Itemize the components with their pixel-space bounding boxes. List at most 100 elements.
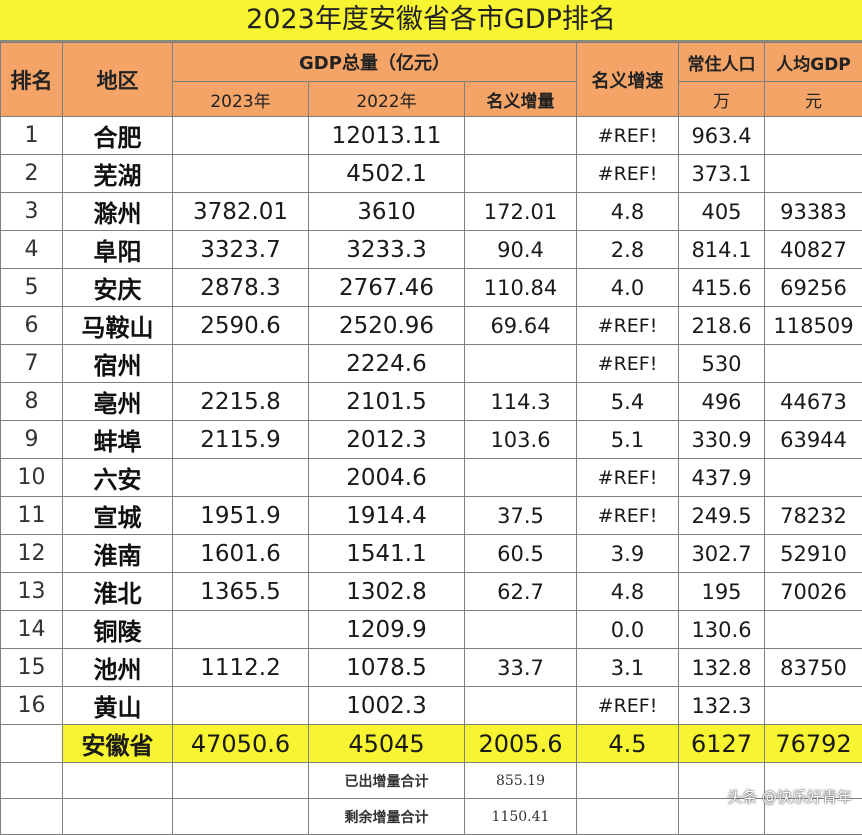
gdp-2022-cell: 1209.9 <box>309 611 465 649</box>
per-capita-cell <box>765 611 862 649</box>
gdp-2022-cell: 1002.3 <box>309 687 465 725</box>
header-2023: 2023年 <box>173 82 309 117</box>
population-cell: 130.6 <box>679 611 765 649</box>
growth-cell: 5.1 <box>577 421 679 459</box>
region-cell: 铜陵 <box>63 611 173 649</box>
watermark: 头条 @快乐好青年 <box>727 786 852 807</box>
rank-cell: 8 <box>1 383 63 421</box>
growth-cell: 2.8 <box>577 231 679 269</box>
gdp-2023-cell: 2115.9 <box>173 421 309 459</box>
increase-cell: 33.7 <box>465 649 577 687</box>
rank-cell: 16 <box>1 687 63 725</box>
region-cell: 亳州 <box>63 383 173 421</box>
rank-cell: 6 <box>1 307 63 345</box>
growth-cell: #REF! <box>577 155 679 193</box>
header-per-capita: 人均GDP <box>765 43 862 82</box>
header-population-unit: 万 <box>679 82 765 117</box>
rank-cell: 4 <box>1 231 63 269</box>
population-cell: 195 <box>679 573 765 611</box>
gdp-2022-cell: 3610 <box>309 193 465 231</box>
region-cell: 宿州 <box>63 345 173 383</box>
increase-cell: 90.4 <box>465 231 577 269</box>
per-capita-cell <box>765 117 862 155</box>
increase-cell: 62.7 <box>465 573 577 611</box>
gdp-2022-cell: 1541.1 <box>309 535 465 573</box>
rank-cell: 5 <box>1 269 63 307</box>
gdp-2023-cell: 3323.7 <box>173 231 309 269</box>
region-cell: 黄山 <box>63 687 173 725</box>
gdp-2023-cell: 2878.3 <box>173 269 309 307</box>
population-cell: 132.8 <box>679 649 765 687</box>
population-cell: 415.6 <box>679 269 765 307</box>
extra-label: 已出增量合计 <box>309 763 465 799</box>
per-capita-cell <box>765 345 862 383</box>
gdp-2023-cell: 1951.9 <box>173 497 309 535</box>
increase-cell <box>465 459 577 497</box>
rank-cell: 9 <box>1 421 63 459</box>
gdp-table: 排名 地区 GDP总量（亿元） 名义增速 常住人口 人均GDP 2023年 20… <box>0 42 862 835</box>
gdp-2023-cell <box>173 345 309 383</box>
sheet-title: 2023年度安徽省各市GDP排名 <box>0 0 862 42</box>
region-cell: 合肥 <box>63 117 173 155</box>
rank-cell: 10 <box>1 459 63 497</box>
growth-cell: 4.0 <box>577 269 679 307</box>
rank-cell: 14 <box>1 611 63 649</box>
rank-cell: 7 <box>1 345 63 383</box>
total-region: 安徽省 <box>63 725 173 763</box>
gdp-2022-cell: 1302.8 <box>309 573 465 611</box>
total-row: 安徽省 47050.6 45045 2005.6 4.5 6127 76792 <box>1 725 862 763</box>
gdp-2023-cell <box>173 459 309 497</box>
per-capita-cell: 118509 <box>765 307 862 345</box>
population-cell: 132.3 <box>679 687 765 725</box>
rank-cell: 15 <box>1 649 63 687</box>
population-cell: 530 <box>679 345 765 383</box>
total-increase: 2005.6 <box>465 725 577 763</box>
increase-cell <box>465 345 577 383</box>
region-cell: 芜湖 <box>63 155 173 193</box>
header-row-1: 排名 地区 GDP总量（亿元） 名义增速 常住人口 人均GDP <box>1 43 862 82</box>
header-gdp-total: GDP总量（亿元） <box>173 43 577 82</box>
region-cell: 滁州 <box>63 193 173 231</box>
increase-cell: 114.3 <box>465 383 577 421</box>
growth-cell: #REF! <box>577 307 679 345</box>
gdp-2023-cell <box>173 155 309 193</box>
extra-value: 855.19 <box>465 763 577 799</box>
per-capita-cell: 93383 <box>765 193 862 231</box>
region-cell: 六安 <box>63 459 173 497</box>
increase-cell: 172.01 <box>465 193 577 231</box>
increase-cell: 110.84 <box>465 269 577 307</box>
rank-cell: 13 <box>1 573 63 611</box>
gdp-2022-cell: 2012.3 <box>309 421 465 459</box>
rank-cell: 2 <box>1 155 63 193</box>
total-gdp-2022: 45045 <box>309 725 465 763</box>
gdp-2022-cell: 2101.5 <box>309 383 465 421</box>
gdp-2023-cell: 2590.6 <box>173 307 309 345</box>
population-cell: 330.9 <box>679 421 765 459</box>
growth-cell: #REF! <box>577 117 679 155</box>
increase-cell <box>465 117 577 155</box>
per-capita-cell: 78232 <box>765 497 862 535</box>
gdp-2023-cell: 3782.01 <box>173 193 309 231</box>
region-cell: 淮北 <box>63 573 173 611</box>
rank-cell: 12 <box>1 535 63 573</box>
gdp-2023-cell <box>173 611 309 649</box>
total-gdp-2023: 47050.6 <box>173 725 309 763</box>
region-cell: 淮南 <box>63 535 173 573</box>
population-cell: 405 <box>679 193 765 231</box>
header-population: 常住人口 <box>679 43 765 82</box>
growth-cell: 3.1 <box>577 649 679 687</box>
per-capita-cell: 44673 <box>765 383 862 421</box>
growth-cell: #REF! <box>577 687 679 725</box>
extra-value: 1150.41 <box>465 799 577 835</box>
rank-cell: 11 <box>1 497 63 535</box>
rank-cell: 1 <box>1 117 63 155</box>
